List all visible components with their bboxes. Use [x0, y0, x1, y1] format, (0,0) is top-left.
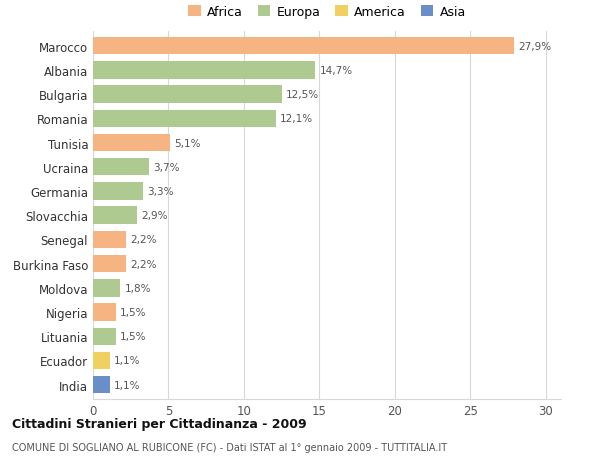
Text: 12,1%: 12,1% — [280, 114, 313, 124]
Text: 5,1%: 5,1% — [175, 138, 201, 148]
Bar — [93, 134, 170, 152]
Text: 1,5%: 1,5% — [120, 308, 146, 317]
Bar — [93, 304, 116, 321]
Bar — [93, 111, 275, 128]
Text: 1,8%: 1,8% — [125, 283, 151, 293]
Text: 3,7%: 3,7% — [154, 162, 180, 173]
Bar — [93, 376, 110, 393]
Bar — [93, 352, 110, 369]
Legend: Africa, Europa, America, Asia: Africa, Europa, America, Asia — [184, 2, 470, 22]
Bar — [93, 62, 315, 79]
Bar — [93, 328, 116, 345]
Text: 3,3%: 3,3% — [148, 186, 174, 196]
Text: 27,9%: 27,9% — [519, 42, 552, 51]
Bar — [93, 159, 149, 176]
Text: 1,1%: 1,1% — [114, 380, 140, 390]
Bar — [93, 231, 126, 249]
Bar — [93, 86, 282, 104]
Text: 14,7%: 14,7% — [319, 66, 353, 76]
Text: COMUNE DI SOGLIANO AL RUBICONE (FC) - Dati ISTAT al 1° gennaio 2009 - TUTTITALIA: COMUNE DI SOGLIANO AL RUBICONE (FC) - Da… — [12, 442, 447, 452]
Bar — [93, 183, 143, 200]
Bar — [93, 255, 126, 273]
Text: Cittadini Stranieri per Cittadinanza - 2009: Cittadini Stranieri per Cittadinanza - 2… — [12, 417, 307, 430]
Text: 2,2%: 2,2% — [131, 259, 157, 269]
Text: 1,5%: 1,5% — [120, 331, 146, 341]
Bar — [93, 280, 120, 297]
Text: 1,1%: 1,1% — [114, 356, 140, 366]
Bar — [93, 38, 514, 56]
Bar — [93, 207, 137, 224]
Text: 2,9%: 2,9% — [142, 211, 168, 221]
Text: 12,5%: 12,5% — [286, 90, 319, 100]
Text: 2,2%: 2,2% — [131, 235, 157, 245]
